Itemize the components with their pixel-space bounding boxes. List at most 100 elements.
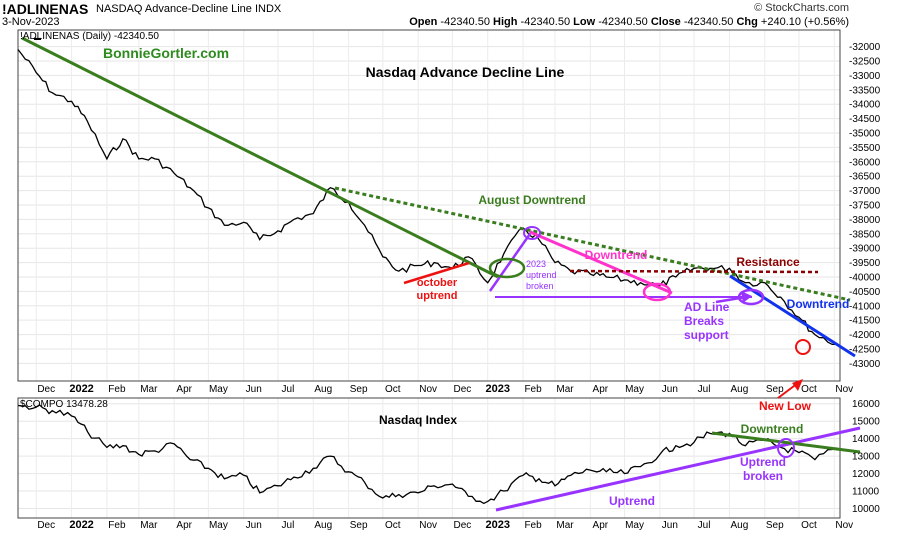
x-tick-label: Jul <box>698 384 711 395</box>
x-tick-label: 2023 <box>485 519 509 531</box>
ad-y-tick-label: -38500 <box>849 229 881 240</box>
trendlines-top <box>21 36 856 399</box>
x-tick-label: Nov <box>419 520 437 531</box>
pink-downtrend-line <box>529 230 673 295</box>
ad-y-tick-label: -33000 <box>849 71 881 82</box>
x-tick-label: Jun <box>246 384 262 395</box>
new-low-label: New Low <box>759 399 812 413</box>
compo-y-tick-label: 14000 <box>852 434 880 445</box>
x-tick-label: Dec <box>37 384 55 395</box>
x-tick-label: Aug <box>731 384 749 395</box>
ad-y-tick-label: -43000 <box>849 359 881 370</box>
x-tick-label: Feb <box>108 520 126 531</box>
ad-breaks-arrow <box>715 295 747 304</box>
x-tick-label: Mar <box>140 384 158 395</box>
compo-y-tick-label: 16000 <box>852 399 880 410</box>
x-tick-label: Jun <box>662 384 678 395</box>
uptrend-2023-year-label: 2023 <box>526 259 546 269</box>
purple-peak-circle <box>523 226 541 240</box>
ad-line-label: AD Line <box>684 300 730 314</box>
ad-y-tick-label: -40500 <box>849 287 881 298</box>
compo-purple-uptrend-line <box>495 426 861 512</box>
long-green-downtrend-line <box>21 36 499 279</box>
symbol-title: !ADLINENAS <box>2 1 89 17</box>
august-green-dotted-downtrend <box>334 186 851 302</box>
x-tick-label: Apr <box>176 520 192 531</box>
blue-downtrend-line <box>729 274 856 358</box>
resistance-line <box>569 269 819 274</box>
uptrend-2023-broken-label: broken <box>526 281 554 291</box>
compo-green-downtrend-line <box>711 431 861 454</box>
x-tick-label: Dec <box>453 520 471 531</box>
top-panel-frame <box>17 29 841 382</box>
ad-y-tick-label: -42500 <box>849 344 881 355</box>
october-label: october <box>417 277 458 289</box>
x-tick-label: Aug <box>731 520 749 531</box>
ad-breaks-label: Breaks <box>684 314 724 328</box>
resistance-label: Resistance <box>736 255 800 269</box>
ad-y-tick-label: -36500 <box>849 172 881 183</box>
x-tick-label: 2022 <box>69 519 93 531</box>
x-tick-label: May <box>625 384 644 395</box>
chg-value: +240.10 (+0.56%) <box>760 16 849 28</box>
x-tick-label: May <box>625 520 644 531</box>
compo-line <box>17 403 837 505</box>
october-uptrend-label: uptrend <box>417 290 458 302</box>
x-tick-label: May <box>209 384 228 395</box>
x-tick-label: Mar <box>556 520 574 531</box>
close-value: -42340.50 <box>683 16 734 28</box>
x-tick-label: Mar <box>556 384 574 395</box>
x-tick-label: Nov <box>419 384 437 395</box>
ad-y-tick-label: -33500 <box>849 85 881 96</box>
x-tick-label: Oct <box>801 384 817 395</box>
ad-y-tick-label: -41000 <box>849 301 881 312</box>
ad-y-tick-label: -34500 <box>849 114 881 125</box>
compo-y-tick-label: 12000 <box>852 469 880 480</box>
blue-downtrend-label: Downtrend <box>787 297 850 311</box>
compo-y-tick-label: 11000 <box>852 487 880 498</box>
x-tick-label: Dec <box>453 384 471 395</box>
high-value: -42340.50 <box>520 16 571 28</box>
bottom-panel-title: Nasdaq Index <box>379 413 457 427</box>
new-low-arrowhead <box>792 379 803 391</box>
compo-y-tick-label: 13000 <box>852 452 880 463</box>
x-tick-label: Feb <box>524 520 542 531</box>
ad-y-tick-label: -40000 <box>849 272 881 283</box>
low-label: Low <box>573 16 596 28</box>
chart-date: 3-Nov-2023 <box>2 16 60 28</box>
october-uptrend-line <box>403 261 470 285</box>
x-tick-label: Sep <box>766 384 784 395</box>
x-tick-label: Nov <box>835 520 853 531</box>
ad-y-tick-label: -42000 <box>849 330 881 341</box>
compo-downtrend-label: Downtrend <box>741 422 804 436</box>
ad-y-tick-label: -34000 <box>849 100 881 111</box>
x-tick-label: Apr <box>176 384 192 395</box>
bottom-panel-frame <box>17 397 841 519</box>
compo-uptrend-label: Uptrend <box>740 455 786 469</box>
ad-y-tick-label: -39000 <box>849 244 881 255</box>
compo-series <box>17 403 837 505</box>
legend-line-icon: ▬ <box>34 35 41 42</box>
open-label: Open <box>409 16 438 28</box>
x-tick-label: May <box>209 520 228 531</box>
x-tick-label: Jun <box>662 520 678 531</box>
ad-breaks-arrowhead <box>741 291 752 303</box>
x-tick-label: Sep <box>350 520 368 531</box>
ad-y-tick-label: -32500 <box>849 57 881 68</box>
ad-y-tick-label: -37500 <box>849 201 881 212</box>
ad-y-tick-label: -36000 <box>849 157 881 168</box>
close-label: Close <box>650 16 681 28</box>
ad-y-tick-label: -35500 <box>849 143 881 154</box>
x-tick-label: Feb <box>108 384 126 395</box>
x-tick-label: Feb <box>524 384 542 395</box>
x-tick-label: Apr <box>593 384 609 395</box>
compo-y-tick-label: 10000 <box>852 504 880 515</box>
high-label: High <box>493 16 518 28</box>
compo-y-tick-label: 15000 <box>852 417 880 428</box>
grid-layer <box>18 30 840 518</box>
compo-uptrend-main-label: Uptrend <box>609 494 655 508</box>
x-tick-label: Aug <box>314 520 332 531</box>
ad-y-tick-label: -35000 <box>849 129 881 140</box>
pink-downtrend-label: Downtrend <box>585 248 648 262</box>
x-tick-label: Jun <box>246 520 262 531</box>
